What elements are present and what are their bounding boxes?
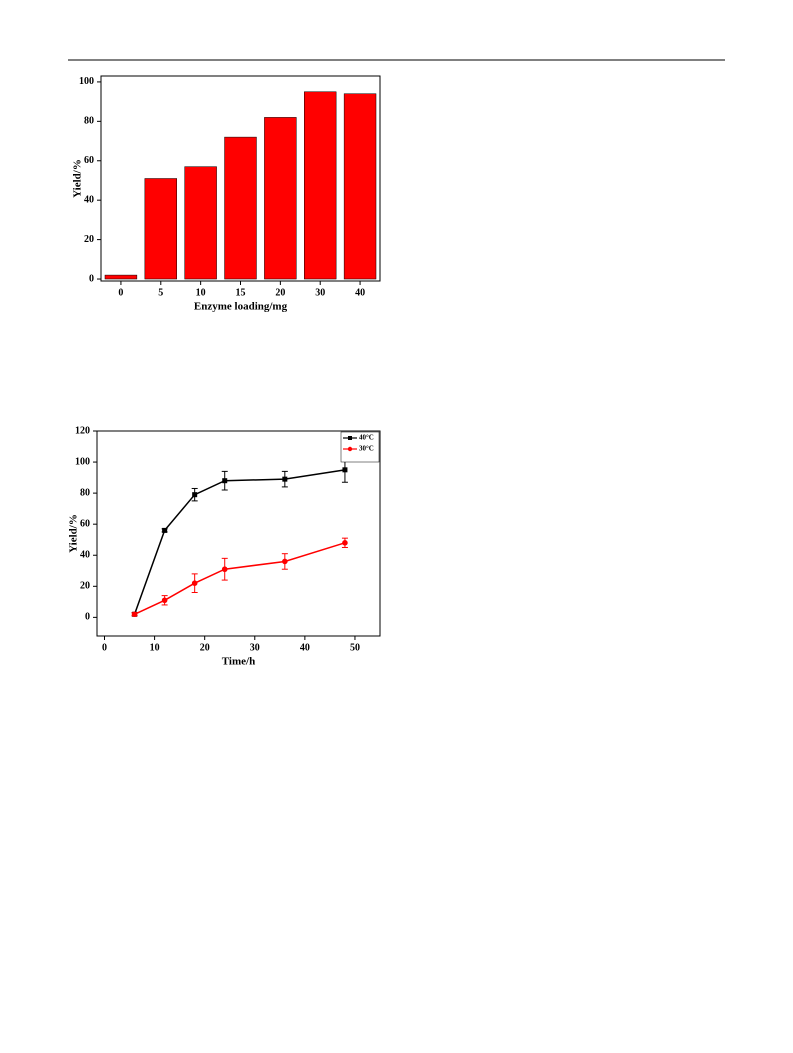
plot-frame	[96, 430, 381, 637]
legend-marker	[347, 446, 353, 452]
x-tick-label: 10	[196, 287, 206, 298]
y-tick-label: 60	[80, 518, 90, 529]
y-tick-label: 120	[75, 425, 90, 436]
x-tick-label: 10	[150, 642, 160, 653]
y-tick-label: 0	[89, 273, 94, 284]
bar	[343, 93, 377, 280]
point	[222, 478, 228, 484]
point	[342, 467, 348, 473]
bar	[104, 274, 138, 280]
y-axis-label: Yield/%	[68, 514, 80, 553]
point	[161, 597, 168, 604]
legend-box	[340, 431, 380, 463]
legend-label: 30°C	[359, 445, 374, 453]
y-tick-label: 0	[85, 612, 90, 623]
x-tick-label: 20	[275, 287, 285, 298]
point	[131, 611, 138, 618]
point	[221, 566, 228, 573]
x-tick-label: 0	[102, 642, 107, 653]
x-tick-label: 20	[200, 642, 210, 653]
y-axis-label: Yield/%	[72, 159, 84, 198]
point	[342, 540, 348, 546]
y-tick-label: 20	[84, 234, 94, 245]
point	[191, 580, 198, 586]
y-tick-label: 100	[79, 76, 94, 87]
x-tick-label: 30	[250, 642, 260, 653]
x-tick-label: 30	[315, 287, 325, 298]
y-tick-label: 80	[80, 487, 90, 498]
y-tick-label: 60	[84, 155, 94, 166]
bar	[184, 166, 217, 280]
y-tick-label: 40	[80, 550, 90, 561]
bar	[224, 136, 257, 280]
point	[282, 476, 288, 482]
series-line	[133, 469, 346, 615]
legend-label: 40°C	[359, 434, 374, 442]
x-tick-label: 0	[118, 287, 123, 298]
x-tick-label: 15	[236, 287, 246, 298]
point	[162, 527, 168, 533]
point	[192, 492, 198, 498]
x-axis-label: Enzyme loading/mg	[194, 301, 288, 313]
bar	[264, 117, 297, 280]
x-tick-label: 40	[355, 287, 365, 298]
bar	[144, 178, 177, 280]
y-tick-label: 40	[84, 194, 94, 205]
x-axis-label: Time/h	[222, 656, 255, 668]
y-tick-label: 80	[84, 116, 94, 127]
legend-marker	[348, 436, 352, 440]
x-tick-label: 50	[350, 642, 360, 653]
bar	[304, 91, 337, 280]
y-tick-label: 100	[75, 456, 90, 467]
x-tick-label: 5	[158, 287, 163, 298]
x-tick-label: 40	[300, 642, 310, 653]
y-tick-label: 20	[80, 581, 90, 592]
series-line	[134, 542, 346, 615]
point	[282, 558, 288, 565]
